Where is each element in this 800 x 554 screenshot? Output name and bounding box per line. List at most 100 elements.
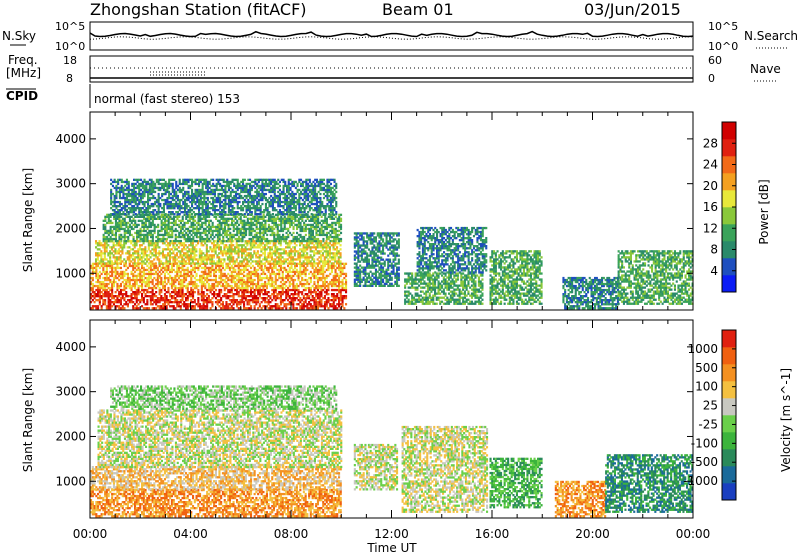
heatmap-cell: [147, 234, 149, 236]
heatmap-cell: [220, 234, 222, 236]
heatmap-cell: [266, 293, 268, 295]
heatmap-cell: [180, 220, 182, 222]
heatmap-cell: [195, 248, 197, 250]
heatmap-cell: [338, 216, 340, 218]
heatmap-cell: [117, 187, 119, 189]
heatmap-cell: [266, 287, 268, 289]
heatmap-cell: [182, 228, 184, 230]
heatmap-cell: [155, 291, 157, 293]
heatmap-cell: [268, 269, 270, 271]
heatmap-cell: [110, 226, 112, 228]
heatmap-cell: [255, 271, 257, 273]
heatmap-cell: [187, 267, 189, 269]
heatmap-cell: [260, 254, 262, 256]
heatmap-cell: [233, 234, 235, 236]
heatmap-cell: [192, 260, 194, 262]
heatmap-cell: [194, 228, 196, 230]
heatmap-cell: [264, 289, 266, 291]
heatmap-cell: [115, 277, 117, 279]
heatmap-cell: [99, 262, 101, 264]
heatmap-cell: [210, 230, 212, 232]
heatmap-cell: [104, 226, 106, 228]
heatmap-cell: [192, 242, 194, 244]
heatmap-cell: [120, 277, 122, 279]
heatmap-cell: [106, 258, 108, 260]
heatmap-cell: [129, 232, 131, 234]
heatmap-cell: [182, 297, 184, 299]
heatmap-cell: [156, 187, 158, 189]
heatmap-cell: [236, 228, 238, 230]
heatmap-cell: [180, 205, 182, 207]
heatmap-cell: [260, 244, 262, 246]
heatmap-cell: [164, 220, 166, 222]
heatmap-cell: [186, 205, 188, 207]
heatmap-cell: [232, 258, 234, 260]
heatmap-cell: [345, 291, 347, 293]
heatmap-cell: [318, 252, 320, 254]
heatmap-cell: [174, 281, 176, 283]
heatmap-cell: [164, 216, 166, 218]
heatmap-cell: [335, 269, 337, 271]
heatmap-cell: [149, 185, 151, 187]
heatmap-cell: [149, 183, 151, 185]
heatmap-cell: [206, 234, 208, 236]
heatmap-cell: [179, 187, 181, 189]
heatmap-cell: [224, 279, 226, 281]
heatmap-cell: [271, 230, 273, 232]
heatmap-cell: [240, 228, 242, 230]
heatmap-cell: [270, 240, 272, 242]
heatmap-cell: [181, 256, 183, 258]
heatmap-cell: [240, 234, 242, 236]
heatmap-cell: [173, 191, 175, 193]
heatmap-cell: [170, 203, 172, 205]
heatmap-cell: [148, 220, 150, 222]
heatmap-cell: [168, 201, 170, 203]
heatmap-cell: [289, 289, 291, 291]
heatmap-cell: [259, 226, 261, 228]
heatmap-cell: [301, 248, 303, 250]
heatmap-cell: [212, 234, 214, 236]
heatmap-cell: [333, 265, 335, 267]
heatmap-cell: [247, 220, 249, 222]
heatmap-cell: [208, 283, 210, 285]
heatmap-cell: [304, 254, 306, 256]
heatmap-cell: [231, 305, 233, 307]
heatmap-cell: [211, 305, 213, 307]
heatmap-cell: [104, 250, 106, 252]
heatmap-cell: [275, 283, 277, 285]
heatmap-cell: [206, 238, 208, 240]
heatmap-cell: [241, 244, 243, 246]
heatmap-cell: [320, 242, 322, 244]
heatmap-cell: [117, 228, 119, 230]
heatmap-cell: [315, 248, 317, 250]
heatmap-cell: [94, 291, 96, 293]
heatmap-cell: [245, 242, 247, 244]
heatmap-cell: [196, 287, 198, 289]
heatmap-cell: [335, 299, 337, 301]
heatmap-cell: [164, 275, 166, 277]
heatmap-cell: [102, 267, 104, 269]
heatmap-cell: [262, 269, 264, 271]
heatmap-cell: [303, 305, 305, 307]
heatmap-cell: [169, 250, 171, 252]
heatmap-cell: [284, 267, 286, 269]
heatmap-cell: [160, 283, 162, 285]
heatmap-cell: [245, 297, 247, 299]
heatmap-cell: [138, 179, 140, 181]
heatmap-cell: [289, 244, 291, 246]
heatmap-cell: [166, 238, 168, 240]
heatmap-cell: [315, 267, 317, 269]
heatmap-cell: [147, 220, 149, 222]
heatmap-cell: [114, 181, 116, 183]
heatmap-cell: [116, 244, 118, 246]
heatmap-cell: [259, 230, 261, 232]
heatmap-cell: [117, 179, 119, 181]
heatmap-cell: [206, 248, 208, 250]
heatmap-cell: [338, 242, 340, 244]
heatmap-cell: [236, 260, 238, 262]
heatmap-cell: [220, 250, 222, 252]
heatmap-cell: [206, 305, 208, 307]
heatmap-cell: [312, 265, 314, 267]
heatmap-cell: [220, 269, 222, 271]
heatmap-cell: [132, 265, 134, 267]
